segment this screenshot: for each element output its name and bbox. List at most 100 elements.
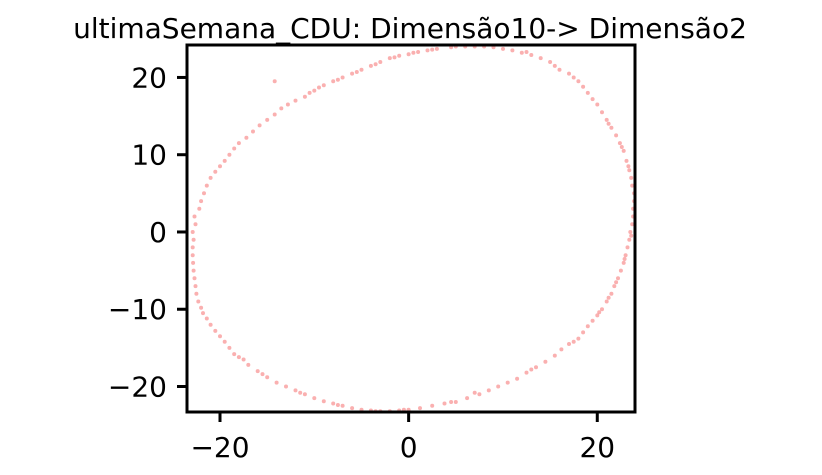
data-point xyxy=(600,307,604,312)
data-point xyxy=(190,230,195,234)
data-point xyxy=(505,380,510,385)
data-point xyxy=(609,125,614,130)
data-point xyxy=(317,85,321,90)
data-point xyxy=(191,268,196,273)
data-point xyxy=(293,98,298,103)
plot-frame xyxy=(185,43,637,414)
data-point xyxy=(430,47,435,52)
data-point xyxy=(307,90,312,95)
data-point xyxy=(590,97,595,102)
points-layer xyxy=(190,44,637,414)
data-point xyxy=(312,88,317,93)
data-point xyxy=(576,79,581,84)
data-point xyxy=(519,50,524,55)
data-point xyxy=(534,365,538,370)
data-point xyxy=(204,183,209,188)
data-point xyxy=(204,316,209,321)
data-point xyxy=(359,67,364,72)
data-point xyxy=(191,237,196,242)
data-point xyxy=(350,71,355,76)
data-point xyxy=(529,53,534,57)
data-point xyxy=(387,56,392,61)
data-point xyxy=(585,90,590,95)
data-point xyxy=(208,175,213,180)
data-point xyxy=(298,390,303,395)
data-point xyxy=(190,245,195,250)
data-point xyxy=(392,55,397,60)
data-point xyxy=(196,299,201,304)
data-point xyxy=(208,322,213,327)
data-point xyxy=(585,324,590,329)
data-point xyxy=(559,347,564,352)
data-point xyxy=(213,328,218,333)
data-point xyxy=(368,63,373,68)
data-point xyxy=(627,237,632,242)
data-point xyxy=(616,276,620,281)
data-point xyxy=(624,158,629,163)
data-point xyxy=(571,75,576,80)
data-point xyxy=(430,403,435,408)
data-point xyxy=(199,305,204,310)
data-point xyxy=(285,102,290,107)
data-point xyxy=(192,214,197,219)
data-point xyxy=(272,79,277,84)
data-point xyxy=(202,191,206,196)
data-point xyxy=(418,406,422,411)
data-point xyxy=(567,71,571,76)
data-point xyxy=(350,406,355,411)
data-point xyxy=(335,403,340,407)
data-point xyxy=(284,384,288,389)
data-point xyxy=(321,83,326,88)
data-point xyxy=(619,145,624,149)
data-point xyxy=(335,77,340,82)
data-point xyxy=(621,260,626,265)
data-point xyxy=(453,400,458,404)
data-point xyxy=(425,48,430,53)
data-point xyxy=(260,372,265,377)
y-tick-label: 10 xyxy=(131,139,167,172)
data-point xyxy=(340,75,345,80)
data-point xyxy=(251,129,255,134)
data-point xyxy=(627,168,632,173)
y-tick-label: −20 xyxy=(108,371,167,404)
data-point xyxy=(590,318,595,323)
data-point xyxy=(567,342,571,346)
data-point xyxy=(496,384,501,389)
y-tick-label: −10 xyxy=(108,293,167,326)
data-point xyxy=(257,123,262,128)
data-point xyxy=(629,233,634,238)
data-point xyxy=(614,280,619,285)
data-point xyxy=(192,276,197,281)
data-point xyxy=(190,253,195,258)
data-point xyxy=(629,175,634,180)
data-point xyxy=(411,50,416,55)
data-point xyxy=(340,403,345,408)
data-point xyxy=(232,352,237,357)
data-point xyxy=(548,60,553,64)
data-point xyxy=(600,110,604,115)
data-point xyxy=(604,299,609,304)
data-point xyxy=(218,334,222,339)
data-point xyxy=(213,169,218,174)
data-point xyxy=(218,164,222,169)
data-point xyxy=(302,94,307,99)
y-axis: −20 −10 0 10 20 xyxy=(108,61,187,404)
data-point xyxy=(255,369,260,374)
data-point xyxy=(614,133,619,138)
x-tick-label: −20 xyxy=(190,431,249,464)
data-point xyxy=(477,392,482,397)
data-point xyxy=(442,401,447,406)
data-point xyxy=(606,295,611,300)
y-tick-label: 20 xyxy=(131,61,167,94)
data-point xyxy=(622,257,627,261)
data-point xyxy=(373,62,378,67)
data-point xyxy=(501,46,505,51)
data-point xyxy=(543,359,548,364)
data-point xyxy=(406,52,411,57)
data-point xyxy=(222,339,227,344)
data-point xyxy=(293,388,298,393)
data-point xyxy=(312,396,317,401)
data-point xyxy=(465,396,470,401)
data-point xyxy=(434,46,439,51)
data-point xyxy=(617,141,622,146)
